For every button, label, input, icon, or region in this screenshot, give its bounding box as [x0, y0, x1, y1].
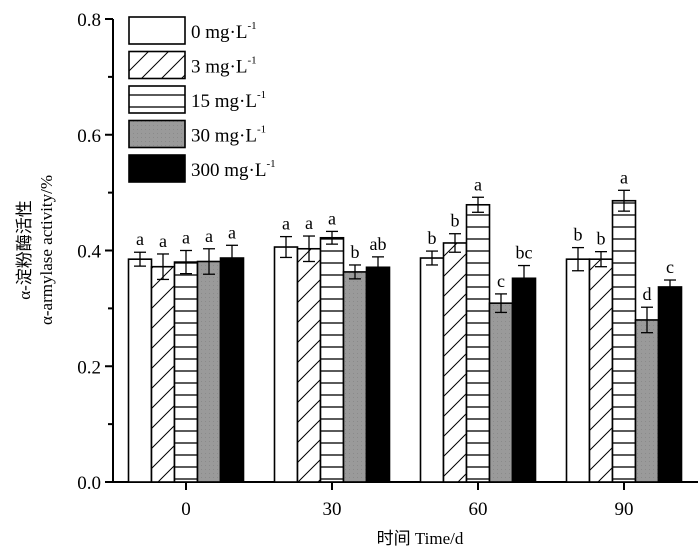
legend-superscript: -1 — [247, 55, 256, 67]
bar — [219, 257, 245, 483]
significance-letter: c — [497, 271, 505, 291]
y-tick-label: 0.2 — [77, 357, 101, 378]
legend-superscript: -1 — [266, 158, 275, 170]
legend-superscript: -1 — [257, 89, 266, 101]
bar — [296, 247, 322, 483]
legend-label: 3 mg·L-1 — [191, 55, 257, 78]
bar — [565, 258, 591, 483]
significance-letter: ab — [370, 234, 387, 254]
legend-swatch — [128, 85, 186, 114]
bar — [634, 319, 660, 483]
bar — [465, 203, 491, 483]
y-tick-label: 0.6 — [77, 126, 101, 147]
legend-swatch — [128, 50, 186, 80]
bar — [365, 266, 391, 483]
significance-letter: a — [205, 226, 213, 246]
significance-letter: d — [643, 284, 652, 304]
legend: 0 mg·L-1 3 mg·L-1 15 mg·L-1 30 mg·L-1 300 mg… — [128, 16, 276, 183]
significance-letter: a — [159, 231, 167, 251]
x-tick-label: 60 — [469, 499, 488, 520]
bar — [127, 258, 153, 483]
x-tick-label: 30 — [323, 499, 342, 520]
y-axis-title-en: α-armylase activity/% — [37, 175, 56, 325]
significance-letter: b — [428, 228, 437, 248]
significance-letter: a — [328, 208, 336, 228]
significance-letter: b — [574, 225, 583, 245]
bar — [273, 246, 299, 483]
legend-superscript: -1 — [247, 20, 256, 32]
bar — [150, 265, 176, 483]
bar — [419, 257, 445, 483]
y-tick-label: 0.0 — [77, 473, 101, 494]
significance-letter: a — [620, 167, 628, 187]
bar — [342, 271, 368, 483]
legend-superscript: -1 — [257, 124, 266, 136]
bar — [488, 302, 514, 483]
significance-letter: b — [451, 211, 460, 231]
significance-letter: b — [351, 242, 360, 262]
significance-letter: a — [305, 213, 313, 233]
y-axis-title-cn: α-淀粉酶活性 — [15, 200, 34, 300]
significance-letter: c — [666, 257, 674, 277]
significance-letter: bc — [516, 243, 533, 263]
x-tick-label: 0 — [181, 499, 191, 520]
bar — [657, 286, 683, 483]
legend-label: 30 mg·L-1 — [191, 124, 266, 147]
legend-swatch — [128, 154, 186, 183]
significance-letter: b — [597, 229, 606, 249]
y-tick-label: 0.8 — [77, 10, 101, 31]
x-tick-label: 90 — [615, 499, 634, 520]
significance-letter: a — [182, 228, 190, 248]
bar — [588, 258, 614, 483]
bar — [511, 277, 537, 483]
significance-letter: a — [474, 174, 482, 194]
bar — [611, 199, 637, 483]
bar — [442, 242, 468, 483]
legend-swatch — [128, 119, 186, 149]
bar — [319, 236, 345, 483]
y-tick-label: 0.4 — [77, 242, 101, 263]
legend-label: 300 mg·L-1 — [191, 158, 276, 181]
significance-letter: a — [228, 222, 236, 242]
legend-label: 0 mg·L-1 — [191, 20, 257, 43]
significance-letter: a — [282, 214, 290, 234]
significance-letter: a — [136, 229, 144, 249]
bar — [173, 261, 199, 483]
legend-label: 15 mg·L-1 — [191, 89, 266, 112]
x-axis-title: 时间 Time/d — [377, 529, 464, 548]
bar — [196, 260, 222, 483]
legend-swatch — [128, 16, 186, 45]
